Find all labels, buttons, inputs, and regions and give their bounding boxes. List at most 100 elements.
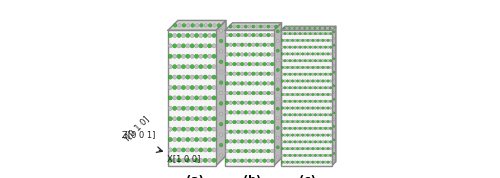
Circle shape (316, 32, 319, 35)
Circle shape (286, 80, 288, 82)
Circle shape (304, 59, 306, 62)
Circle shape (304, 141, 306, 143)
Circle shape (294, 107, 296, 109)
Circle shape (294, 66, 296, 69)
Circle shape (284, 147, 286, 150)
Circle shape (316, 107, 319, 109)
Circle shape (256, 101, 259, 104)
Circle shape (240, 43, 244, 46)
Circle shape (194, 117, 198, 121)
Circle shape (316, 93, 319, 96)
Circle shape (327, 120, 330, 123)
Circle shape (248, 43, 252, 46)
Circle shape (302, 154, 304, 157)
Circle shape (304, 39, 306, 42)
Circle shape (304, 46, 306, 48)
Circle shape (172, 158, 176, 162)
Circle shape (270, 159, 274, 163)
Circle shape (203, 96, 207, 100)
Circle shape (276, 136, 280, 139)
Circle shape (232, 82, 236, 85)
Circle shape (270, 149, 274, 153)
Circle shape (266, 43, 270, 46)
Circle shape (292, 154, 294, 157)
Circle shape (333, 132, 335, 134)
Circle shape (203, 158, 207, 162)
Circle shape (284, 32, 286, 35)
Circle shape (309, 73, 312, 75)
Circle shape (225, 130, 228, 134)
Circle shape (281, 80, 283, 82)
Circle shape (172, 148, 176, 152)
Circle shape (266, 62, 270, 66)
Circle shape (240, 140, 244, 143)
Circle shape (190, 65, 194, 69)
Circle shape (309, 100, 312, 103)
Circle shape (322, 107, 324, 109)
Circle shape (289, 107, 291, 109)
Circle shape (199, 44, 203, 48)
Circle shape (327, 73, 330, 75)
Circle shape (312, 87, 314, 89)
Circle shape (270, 43, 274, 46)
Circle shape (208, 75, 212, 79)
Circle shape (314, 107, 316, 109)
Circle shape (330, 107, 332, 109)
Circle shape (225, 111, 228, 114)
Circle shape (304, 154, 306, 157)
Circle shape (306, 127, 309, 130)
Circle shape (292, 39, 294, 42)
Circle shape (306, 154, 309, 157)
Circle shape (194, 96, 198, 100)
Circle shape (244, 130, 248, 134)
Circle shape (314, 100, 316, 103)
Circle shape (289, 46, 291, 48)
Circle shape (172, 96, 176, 100)
Circle shape (212, 54, 216, 58)
Circle shape (266, 159, 270, 163)
Circle shape (333, 37, 335, 40)
Circle shape (208, 33, 212, 38)
Circle shape (296, 27, 298, 29)
Circle shape (330, 161, 332, 163)
Circle shape (306, 46, 309, 48)
Circle shape (322, 73, 324, 75)
Circle shape (320, 134, 322, 136)
Circle shape (244, 33, 248, 37)
Circle shape (327, 134, 330, 136)
Circle shape (289, 39, 291, 42)
Circle shape (294, 154, 296, 157)
Circle shape (263, 120, 266, 124)
Circle shape (177, 117, 181, 121)
Circle shape (316, 114, 319, 116)
Circle shape (292, 147, 294, 150)
Circle shape (190, 96, 194, 100)
Circle shape (281, 141, 283, 143)
Circle shape (292, 161, 294, 163)
Circle shape (220, 154, 223, 157)
Circle shape (324, 53, 326, 55)
Circle shape (186, 75, 190, 79)
Circle shape (276, 117, 280, 120)
Circle shape (284, 100, 286, 103)
Circle shape (240, 25, 244, 28)
Circle shape (289, 93, 291, 96)
Circle shape (236, 43, 240, 46)
Circle shape (289, 127, 291, 130)
Circle shape (203, 75, 207, 79)
Circle shape (212, 96, 216, 100)
Circle shape (225, 72, 228, 75)
Circle shape (333, 146, 335, 148)
Circle shape (240, 159, 244, 163)
Circle shape (178, 24, 182, 27)
Circle shape (302, 141, 304, 143)
Circle shape (304, 127, 306, 130)
Circle shape (324, 114, 326, 116)
Circle shape (263, 140, 266, 143)
Circle shape (316, 46, 319, 48)
Circle shape (232, 159, 236, 163)
Circle shape (203, 117, 207, 121)
Circle shape (177, 127, 181, 131)
Circle shape (299, 32, 302, 35)
Circle shape (225, 140, 228, 143)
